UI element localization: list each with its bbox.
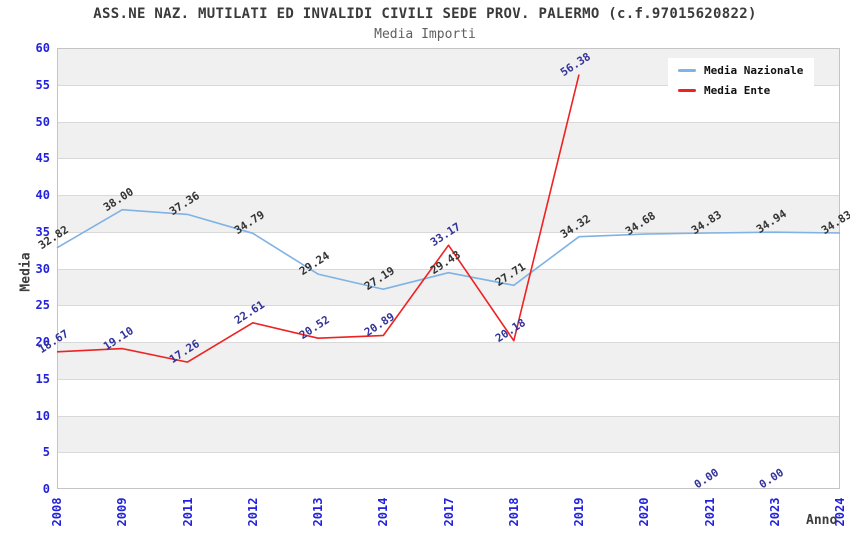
y-tick-label: 45	[35, 151, 50, 166]
y-tick-label: 30	[35, 261, 50, 276]
x-tick-label: 2020	[637, 497, 652, 527]
plot-area	[56, 48, 841, 489]
gridline	[57, 452, 840, 454]
gridline	[57, 231, 840, 233]
x-tick-label: 2021	[702, 497, 717, 527]
legend-item-media-nazionale: Media Nazionale	[678, 64, 814, 77]
plot-edge-left	[57, 48, 58, 489]
plot-band	[57, 378, 840, 416]
y-tick-label: 0	[42, 482, 50, 496]
gridline	[57, 84, 840, 86]
x-tick-label: 2008	[50, 497, 64, 527]
y-tick-label: 15	[35, 371, 50, 386]
chart-title: ASS.NE NAZ. MUTILATI ED INVALIDI CIVILI …	[93, 6, 757, 22]
y-tick-label: 20	[35, 335, 50, 349]
x-tick-label: 2023	[767, 497, 782, 527]
plot-band	[57, 121, 840, 159]
plot-band	[57, 415, 840, 453]
plot-band	[57, 158, 840, 195]
x-tick-label: 2017	[441, 497, 456, 527]
plot-band	[57, 195, 840, 232]
series-line-media-ente	[56, 74, 580, 363]
y-tick-label: 55	[35, 77, 50, 92]
x-tick-label: 2024	[833, 497, 847, 527]
legend-label-media-nazionale: Media Nazionale	[704, 63, 804, 77]
legend-item-media-ente: Media Ente	[678, 84, 814, 97]
series-lines	[56, 74, 841, 363]
x-tick-label: 2011	[180, 497, 195, 527]
y-tick-label: 35	[35, 224, 50, 239]
y-tick-label: 25	[35, 298, 50, 313]
y-tick-label: 10	[35, 408, 50, 423]
gridline	[57, 342, 840, 343]
media-ente-line-swatch	[678, 88, 696, 92]
gridline	[57, 121, 840, 123]
x-tick-label: 2019	[572, 497, 586, 527]
plot-band	[57, 342, 840, 379]
plot-band	[57, 305, 840, 342]
chart-subtitle: Media Importi	[374, 27, 476, 42]
x-tick-label: 2018	[506, 497, 521, 527]
gridline	[57, 378, 840, 380]
gridline	[57, 305, 840, 307]
plot-edge-top	[57, 48, 840, 49]
gridline	[57, 415, 840, 417]
gridline	[57, 158, 840, 160]
plot-edge-right	[839, 48, 840, 489]
x-tick-label: 2013	[311, 497, 325, 527]
y-tick-label: 40	[35, 188, 50, 202]
x-tick-label: 2009	[115, 497, 130, 527]
gridline	[57, 195, 840, 196]
y-tick-label: 5	[42, 445, 50, 460]
media-nazionale-line-swatch	[678, 68, 696, 72]
plot-band	[57, 231, 840, 269]
x-axis-title: Anno	[806, 513, 838, 528]
x-tick-label: 2014	[376, 497, 391, 527]
gridline	[57, 268, 840, 270]
legend: Media Nazionale Media Ente	[668, 58, 814, 102]
plot-edge-bottom	[57, 488, 840, 489]
legend-label-media-ente: Media Ente	[704, 83, 771, 97]
plot-band	[57, 268, 840, 306]
y-tick-label: 60	[35, 41, 50, 55]
series-line-media-nazionale	[56, 208, 841, 290]
x-tick-label: 2012	[245, 497, 260, 527]
y-tick-label: 50	[35, 114, 50, 129]
plot-band	[57, 452, 840, 489]
